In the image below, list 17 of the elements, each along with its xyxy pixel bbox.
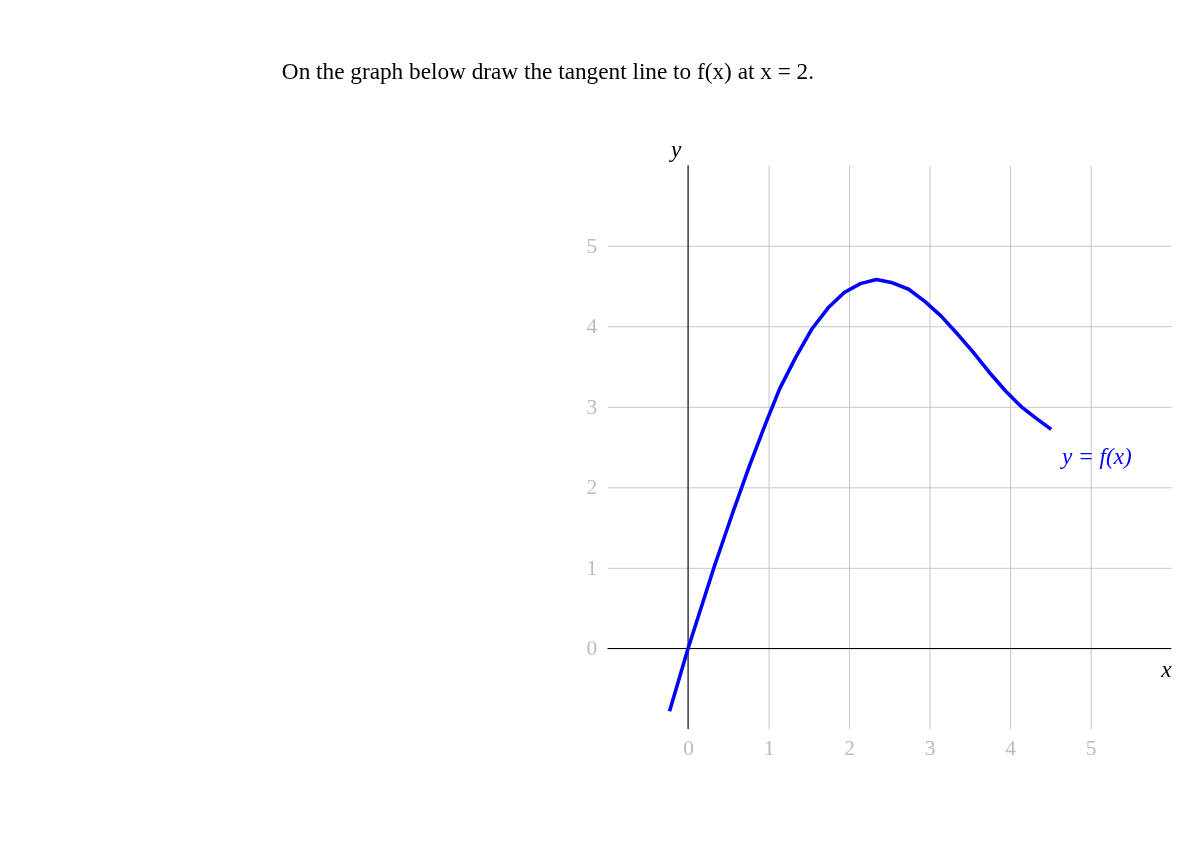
x-tick-label: 1 bbox=[763, 736, 775, 761]
x-tick-label: 0 bbox=[683, 736, 694, 761]
y-tick-label: 5 bbox=[586, 233, 598, 258]
y-tick-label: 3 bbox=[586, 394, 598, 419]
x-axis-title: x bbox=[1160, 655, 1173, 682]
chart-title: On the graph below draw the tangent line to f(x) at x = 2. bbox=[281, 58, 815, 85]
y-tick-label: 2 bbox=[586, 475, 598, 500]
y-axis-title: y bbox=[669, 135, 683, 162]
line-series bbox=[667, 277, 1054, 714]
x-tick-label: 2 bbox=[844, 736, 855, 761]
x-tick-label: 3 bbox=[924, 736, 936, 761]
y-tick-label: 4 bbox=[586, 314, 598, 339]
x-tick-label: 4 bbox=[1005, 736, 1017, 761]
y-tick-label: 1 bbox=[586, 555, 598, 580]
y-tick-label: 0 bbox=[586, 636, 598, 661]
series-label: y = f(x) bbox=[1059, 443, 1133, 470]
x-tick-label: 5 bbox=[1085, 736, 1097, 761]
